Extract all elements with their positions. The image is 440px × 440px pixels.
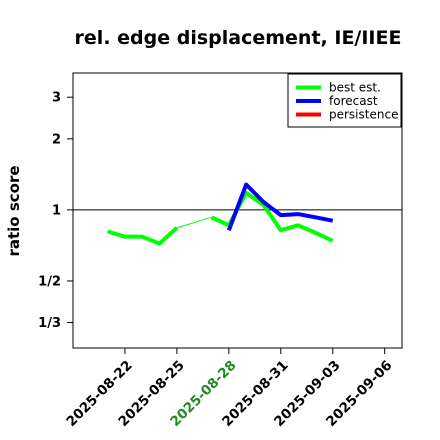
series-layer — [107, 182, 334, 246]
x-axis: 2025-08-222025-08-252025-08-282025-08-31… — [63, 348, 396, 430]
series-line-best-est — [107, 226, 179, 246]
y-tick-label: 1/2 — [38, 274, 61, 289]
y-axis-label: ratio score — [5, 165, 23, 256]
series-line-forecast — [226, 182, 334, 231]
y-tick-label: 1 — [52, 203, 61, 218]
y-axis: 1/3 1/2 1 2 3 — [38, 91, 73, 331]
plot-frame — [72, 72, 403, 349]
y-tick-label: 1/3 — [38, 316, 61, 331]
legend-label-forecast: forecast — [329, 94, 378, 108]
series-connector-best-est — [176, 216, 212, 229]
legend: best est. forecast persistence — [287, 73, 402, 128]
legend-label-persistence: persistence — [329, 108, 398, 122]
y-tick-label: 2 — [52, 132, 61, 147]
chart-title: rel. edge displacement, IE/IIEE — [75, 27, 402, 49]
legend-label-best-est: best est. — [329, 81, 381, 95]
y-tick-label: 3 — [52, 91, 61, 106]
